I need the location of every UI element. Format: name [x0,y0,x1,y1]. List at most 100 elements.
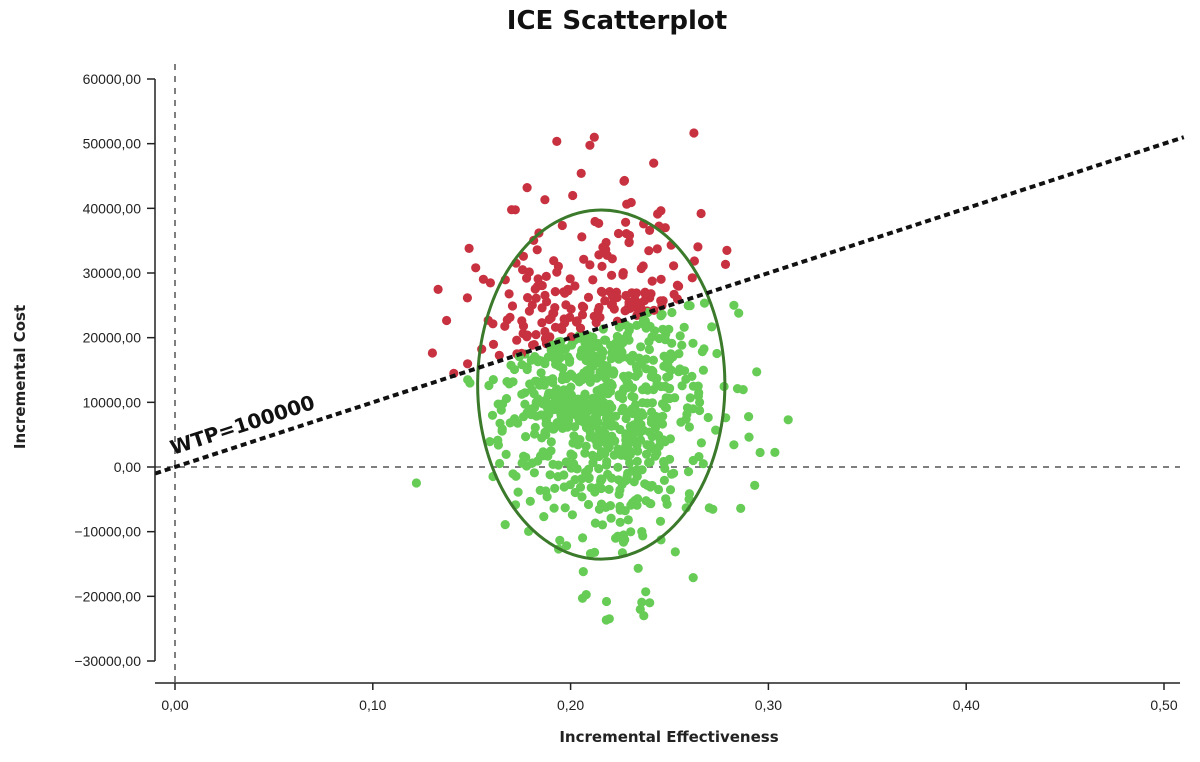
point-below-wtp [665,485,676,495]
point-below-wtp [508,377,518,387]
point-below-wtp [637,527,647,537]
point-above-wtp [531,293,541,303]
point-below-wtp [638,398,648,408]
point-below-wtp [506,360,516,370]
point-below-wtp [511,471,521,481]
point-above-wtp [689,256,700,266]
confidence-ellipse [476,208,727,561]
point-below-wtp [664,324,674,334]
point-above-wtp [557,220,567,231]
point-above-wtp [552,267,562,277]
point-below-wtp [535,485,545,495]
point-below-wtp [594,504,605,514]
point-below-wtp [599,398,609,408]
point-below-wtp [755,447,765,458]
point-above-wtp [537,303,547,313]
point-below-wtp [572,438,582,448]
point-below-wtp [613,462,623,472]
point-above-wtp [597,287,608,297]
point-below-wtp [621,320,631,330]
point-above-wtp [579,254,589,264]
point-below-wtp [675,331,685,341]
point-below-wtp [505,418,515,428]
point-below-wtp [645,441,655,452]
point-below-wtp [536,410,546,420]
point-below-wtp [485,437,495,447]
point-below-wtp [562,541,572,551]
point-below-wtp [744,432,754,442]
point-below-wtp [641,323,651,333]
point-below-wtp [567,402,578,412]
point-below-wtp [641,449,652,459]
point-below-wtp [611,411,621,421]
point-below-wtp [750,480,760,490]
point-below-wtp [597,474,607,484]
point-below-wtp [667,307,677,318]
point-above-wtp [607,270,617,280]
point-above-wtp [656,274,666,284]
point-above-wtp [644,246,654,256]
point-below-wtp [576,474,587,484]
point-below-wtp [577,593,588,603]
point-above-wtp [532,245,542,255]
x-tick-label: 0,50 [1150,697,1177,713]
point-above-wtp [626,197,636,208]
point-below-wtp [623,439,633,449]
point-above-wtp [504,289,514,299]
point-above-wtp [693,242,703,252]
point-below-wtp [631,371,641,381]
point-below-wtp [783,415,793,425]
point-below-wtp [652,448,662,458]
point-above-wtp [645,225,655,235]
y-tick-label: −20000,00 [74,588,141,604]
point-below-wtp [555,535,565,545]
point-above-wtp [561,300,571,310]
point-above-wtp [464,243,474,253]
point-below-wtp [623,408,633,419]
point-below-wtp [525,379,535,389]
point-below-wtp [560,503,570,513]
point-below-wtp [600,449,610,459]
point-above-wtp [494,350,504,360]
point-below-wtp [569,431,579,441]
point-below-wtp [688,455,698,466]
point-above-wtp [540,333,551,344]
x-tick-label: 0,20 [557,697,584,713]
point-below-wtp [619,530,629,540]
point-below-wtp [615,424,625,435]
point-below-wtp [585,549,596,559]
point-below-wtp [562,385,572,395]
point-above-wtp [505,312,515,322]
point-above-wtp [537,318,547,328]
point-above-wtp [522,273,532,283]
point-below-wtp [614,475,624,485]
point-above-wtp [720,259,731,269]
point-below-wtp [658,411,668,421]
point-below-wtp [463,375,473,385]
point-above-wtp [594,250,604,260]
point-below-wtp [632,320,642,330]
point-below-wtp [579,392,589,402]
point-below-wtp [599,369,609,379]
point-below-wtp [633,446,643,456]
point-below-wtp [744,412,754,422]
point-below-wtp [645,457,655,467]
point-above-wtp [601,237,611,248]
point-below-wtp [496,405,506,415]
point-below-wtp [549,503,559,513]
point-below-wtp [679,322,689,332]
point-below-wtp [536,368,546,378]
point-below-wtp [552,384,562,394]
point-below-wtp [593,439,603,449]
point-below-wtp [501,394,512,404]
point-below-wtp [640,479,650,489]
point-below-wtp [674,349,684,359]
point-above-wtp [522,332,532,342]
point-below-wtp [661,494,671,504]
point-above-wtp [606,300,617,310]
point-below-wtp [548,459,558,469]
point-above-wtp [577,232,587,242]
point-below-wtp [569,459,579,469]
point-below-wtp [629,392,639,402]
point-below-wtp [623,515,633,525]
